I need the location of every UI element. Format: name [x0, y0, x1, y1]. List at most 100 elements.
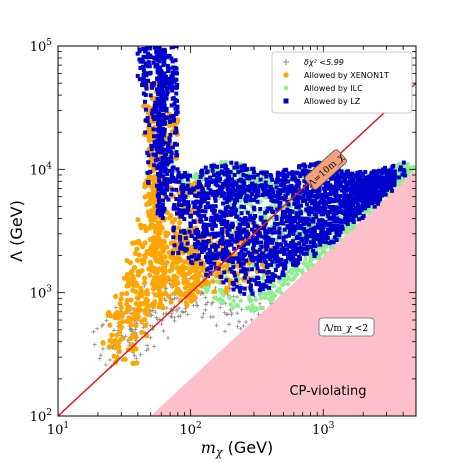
allowed-by-lz-point [145, 115, 150, 120]
allowed-by-lz-point [350, 184, 355, 189]
allowed-by-ilc-point [320, 249, 326, 255]
allowed-by-xenon1t-point [116, 339, 122, 345]
allowed-by-lz-point [212, 261, 217, 266]
allowed-by-lz-point [152, 140, 157, 145]
allowed-by-lz-point [215, 231, 220, 236]
allowed-by-lz-point [240, 221, 245, 226]
allowed-by-lz-point [277, 172, 282, 177]
allowed-by-lz-point [378, 177, 383, 182]
allowed-by-xenon1t-point [195, 289, 201, 295]
allowed-by-lz-point [316, 205, 321, 210]
allowed-by-lz-point [312, 232, 317, 237]
allowed-by-lz-point [299, 236, 304, 241]
allowed-by-lz-point [355, 179, 360, 184]
allowed-by-lz-point [160, 190, 165, 195]
allowed-by-lz-point [335, 223, 340, 228]
allowed-by-lz-point [391, 163, 396, 168]
y-tick-label: 105 [30, 38, 53, 55]
allowed-by-lz-point [175, 82, 180, 87]
allowed-by-lz-point [317, 210, 322, 215]
allowed-by-lz-point [161, 96, 166, 101]
allowed-by-lz-point [151, 60, 156, 65]
allowed-by-lz-point [331, 185, 336, 190]
allowed-by-lz-point [311, 236, 316, 241]
5-99-point [257, 301, 262, 306]
allowed-by-lz-point [162, 140, 167, 145]
allowed-by-lz-point [234, 278, 239, 283]
allowed-by-lz-point [268, 250, 273, 255]
allowed-by-lz-point [299, 172, 304, 177]
allowed-by-lz-point [258, 253, 263, 258]
allowed-by-lz-point [236, 169, 241, 174]
allowed-by-lz-data-point [361, 172, 366, 177]
allowed-by-lz-point [295, 247, 300, 252]
allowed-by-lz-point [148, 169, 153, 174]
allowed-by-lz-point [255, 199, 260, 204]
allowed-by-xenon1t-point [136, 252, 142, 258]
allowed-by-xenon1t-point [214, 269, 220, 276]
allowed-by-lz-point [153, 153, 158, 158]
allowed-by-lz-point [177, 208, 182, 213]
allowed-by-xenon1t-point [146, 212, 153, 218]
allowed-by-lz-point [248, 198, 253, 203]
allowed-by-xenon1t-point [134, 246, 140, 252]
allowed-by-lz-point [334, 205, 339, 210]
allowed-by-lz-point [305, 202, 310, 207]
allowed-by-lz-point [170, 88, 175, 93]
allowed-by-lz-point [156, 46, 161, 51]
allowed-by-lz-point [241, 261, 246, 266]
allowed-by-lz-point [221, 280, 226, 285]
allowed-by-lz-point [392, 175, 397, 180]
allowed-by-xenon1t-point [124, 272, 131, 278]
allowed-by-lz-point [337, 174, 342, 179]
allowed-by-lz-point [204, 216, 209, 221]
allowed-by-lz-point [268, 184, 273, 189]
allowed-by-lz-point [183, 185, 188, 190]
allowed-by-lz-point [170, 251, 175, 256]
allowed-by-lz-point [158, 91, 163, 96]
allowed-by-lz-point [333, 193, 338, 198]
allowed-by-lz-point [300, 168, 305, 173]
allowed-by-lz-point [162, 72, 167, 77]
allowed-by-lz-point [250, 235, 255, 240]
allowed-by-lz-point [252, 242, 257, 247]
allowed-by-lz-point [231, 287, 236, 292]
allowed-by-lz-point [354, 200, 359, 205]
ratio-annotation: Λ/m_χ <2 [318, 317, 375, 337]
allowed-by-xenon1t-point [146, 133, 152, 139]
5-99-point [104, 318, 109, 323]
allowed-by-lz-point [265, 244, 270, 249]
allowed-by-lz-point [148, 53, 153, 58]
allowed-by-lz-point [196, 230, 201, 235]
allowed-by-lz-point [313, 251, 318, 256]
allowed-by-lz-point [353, 205, 358, 210]
allowed-by-lz-point [155, 110, 160, 115]
allowed-by-lz-point [280, 213, 285, 218]
5-99-point [163, 286, 168, 291]
allowed-by-lz-point [309, 230, 314, 235]
allowed-by-lz-point [212, 178, 217, 183]
allowed-by-lz-point [270, 190, 275, 195]
allowed-by-lz-point [155, 171, 160, 176]
allowed-by-ilc-point [223, 160, 229, 165]
5-99-point [174, 309, 179, 314]
allowed-by-lz-point [305, 183, 310, 188]
y-axis-label: Λ (GeV) [7, 200, 26, 262]
allowed-by-lz-point [249, 267, 254, 272]
allowed-by-lz-point [273, 230, 278, 235]
allowed-by-lz-point [377, 174, 382, 179]
allowed-by-lz-point [161, 59, 166, 64]
allowed-by-lz-point [241, 243, 246, 248]
allowed-by-lz-point [321, 236, 326, 241]
allowed-by-lz-point [342, 179, 347, 184]
allowed-by-lz-point [271, 237, 276, 242]
allowed-by-lz-point [141, 54, 146, 59]
allowed-by-lz-point [226, 193, 231, 198]
allowed-by-lz-point [185, 241, 190, 246]
allowed-by-lz-point [288, 212, 293, 217]
allowed-by-lz-point [186, 200, 191, 205]
allowed-by-lz-point [299, 248, 304, 253]
allowed-by-lz-point [270, 259, 275, 264]
allowed-by-lz-point [211, 163, 216, 168]
allowed-by-lz-point [151, 127, 156, 132]
